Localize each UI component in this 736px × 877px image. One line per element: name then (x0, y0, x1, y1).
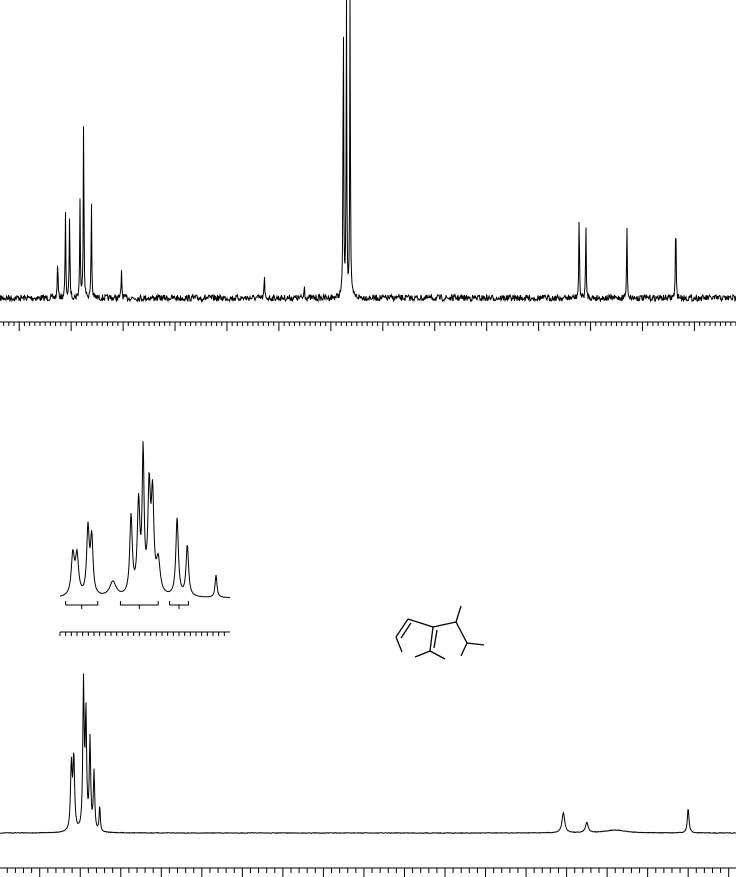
peak-marker (83, 103, 85, 105)
peak-marker (57, 256, 59, 258)
peak-marker (64, 210, 66, 212)
spectrum-trace (59, 441, 230, 598)
integration-bracket (65, 601, 99, 609)
spectrum-trace (0, 673, 736, 835)
peak-marker (342, 0, 344, 1)
peak-marker (90, 198, 92, 200)
peak-marker (578, 210, 580, 212)
peak-marker (303, 283, 305, 285)
h1-spectrum (0, 673, 736, 877)
spectrum-trace (0, 0, 736, 303)
peak-marker (69, 210, 71, 212)
peak-marker (157, 564, 159, 566)
h1-expansion-inset (59, 441, 230, 636)
peak-marker (121, 268, 123, 270)
peak-marker (626, 221, 628, 223)
peak-marker (675, 212, 677, 214)
peak-marker (585, 223, 587, 225)
integration-bracket (119, 601, 159, 609)
chemical-structure (395, 605, 485, 660)
integration-bracket (169, 601, 189, 609)
c13-spectrum (0, 0, 736, 331)
